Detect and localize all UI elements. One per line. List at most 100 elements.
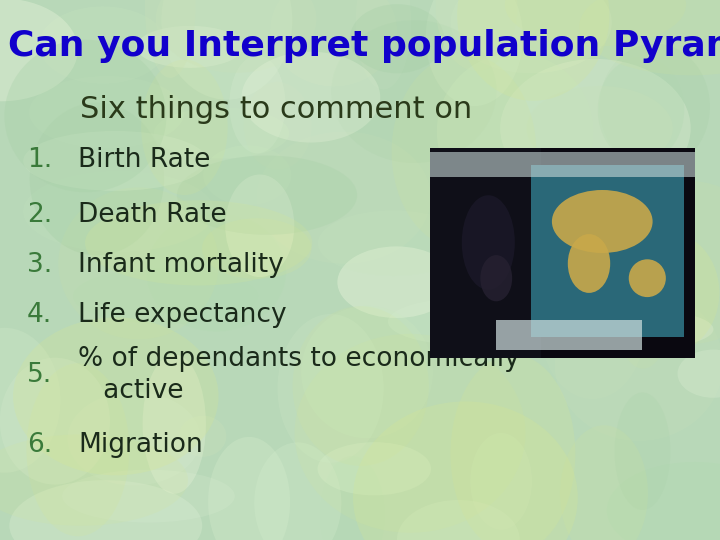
Ellipse shape [457,0,609,101]
Ellipse shape [143,354,206,494]
Ellipse shape [30,103,164,255]
Ellipse shape [62,470,235,523]
Ellipse shape [560,426,648,540]
Ellipse shape [257,131,431,264]
Text: 5.: 5. [27,362,52,388]
Text: Birth Rate: Birth Rate [78,147,210,173]
Text: Can you Interpret population Pyramids: Can you Interpret population Pyramids [8,29,720,63]
Ellipse shape [0,328,60,472]
Ellipse shape [541,259,644,399]
Ellipse shape [29,76,184,148]
Ellipse shape [426,0,523,106]
Text: Migration: Migration [78,432,203,458]
Ellipse shape [462,195,515,290]
Ellipse shape [203,145,292,205]
Ellipse shape [519,205,643,318]
Ellipse shape [9,480,202,540]
Bar [430,148,695,358]
Bar [496,320,642,349]
Text: 4.: 4. [27,302,52,328]
Ellipse shape [554,168,604,243]
Ellipse shape [568,234,611,293]
Bar [531,165,685,337]
Ellipse shape [609,198,677,369]
Ellipse shape [350,4,444,73]
Ellipse shape [85,200,312,286]
Ellipse shape [552,190,652,253]
Ellipse shape [270,0,397,86]
Ellipse shape [23,171,215,252]
Ellipse shape [437,53,593,210]
Text: 3.: 3. [27,252,52,278]
Ellipse shape [470,433,532,530]
Ellipse shape [338,246,455,318]
Ellipse shape [499,256,554,309]
Ellipse shape [397,500,520,540]
Bar [430,152,695,178]
Bar [430,148,541,358]
Ellipse shape [27,363,130,536]
Ellipse shape [0,0,78,102]
Ellipse shape [254,442,341,540]
Ellipse shape [451,0,612,73]
Ellipse shape [392,54,536,250]
Ellipse shape [616,232,719,353]
Ellipse shape [208,437,290,540]
Ellipse shape [177,156,357,235]
Ellipse shape [136,26,243,68]
Ellipse shape [202,218,312,279]
Ellipse shape [0,357,110,484]
Text: Six things to comment on: Six things to comment on [80,96,472,125]
Ellipse shape [441,176,541,280]
Ellipse shape [68,392,200,485]
Ellipse shape [607,462,720,540]
Ellipse shape [244,82,312,170]
Ellipse shape [505,0,686,46]
Ellipse shape [241,52,380,143]
Ellipse shape [480,255,512,301]
Ellipse shape [318,442,431,495]
Ellipse shape [331,20,497,163]
Ellipse shape [156,0,316,73]
Ellipse shape [615,393,670,510]
Ellipse shape [526,86,672,171]
Ellipse shape [500,59,690,198]
Ellipse shape [58,187,219,339]
Text: Infant mortality: Infant mortality [78,252,284,278]
Ellipse shape [599,44,710,170]
Ellipse shape [451,354,575,540]
Ellipse shape [145,0,196,78]
Ellipse shape [598,57,684,163]
Text: 1.: 1. [27,147,52,173]
Ellipse shape [294,334,526,533]
Ellipse shape [318,211,469,276]
Text: % of dependants to economically
   active: % of dependants to economically active [78,346,520,404]
Ellipse shape [141,59,228,195]
Ellipse shape [301,306,433,438]
Ellipse shape [580,0,720,75]
Ellipse shape [161,0,292,100]
Ellipse shape [0,434,188,526]
Ellipse shape [356,0,411,89]
Ellipse shape [292,306,429,466]
Ellipse shape [436,0,518,71]
Ellipse shape [597,181,720,345]
Ellipse shape [154,107,289,159]
Ellipse shape [678,349,720,398]
Ellipse shape [73,268,258,324]
Ellipse shape [320,456,384,540]
Ellipse shape [629,259,666,297]
Ellipse shape [230,56,285,153]
Ellipse shape [39,6,166,84]
Text: Death Rate: Death Rate [78,202,227,228]
Ellipse shape [23,131,207,191]
Ellipse shape [555,288,720,441]
Ellipse shape [179,416,226,457]
Text: Life expectancy: Life expectancy [78,302,287,328]
Ellipse shape [146,213,286,332]
Text: 2.: 2. [27,202,52,228]
Ellipse shape [13,318,218,475]
Ellipse shape [4,40,166,192]
Ellipse shape [353,401,577,540]
Ellipse shape [277,314,384,463]
